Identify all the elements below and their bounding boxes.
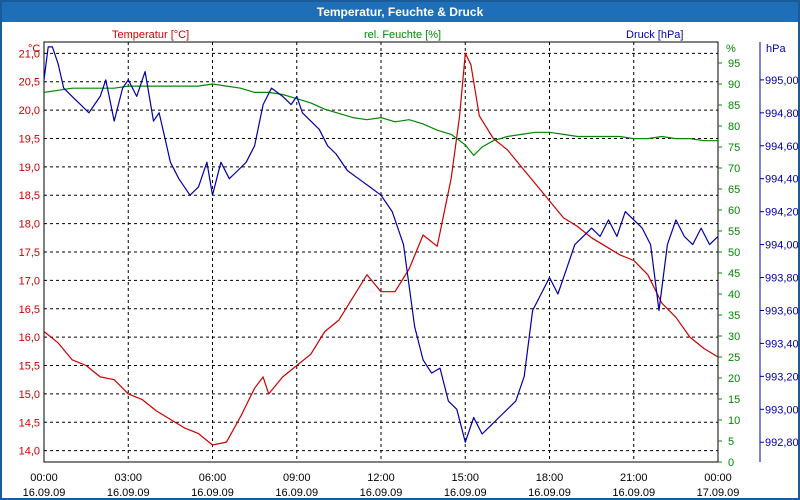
x-tick-date: 16.09.09 bbox=[360, 487, 403, 498]
x-tick-date: 16.09.09 bbox=[275, 487, 318, 498]
pressure-tick-label: 993,80 bbox=[765, 273, 798, 285]
x-tick-time: 15:00 bbox=[451, 472, 479, 484]
pressure-tick-label: 992,80 bbox=[765, 437, 798, 449]
humidity-tick-label: 60 bbox=[728, 205, 740, 217]
temperature-tick-label: 19,0 bbox=[19, 162, 40, 174]
humidity-tick-label: 90 bbox=[728, 79, 740, 91]
humidity-tick-label: 55 bbox=[728, 226, 740, 238]
x-tick-date: 16.09.09 bbox=[444, 487, 487, 498]
x-tick-date: 16.09.09 bbox=[528, 487, 571, 498]
x-tick-time: 18:00 bbox=[536, 472, 564, 484]
humidity-tick-label: 75 bbox=[728, 142, 740, 154]
pressure-tick-label: 994,60 bbox=[765, 141, 798, 153]
pressure-tick-label: 993,20 bbox=[765, 371, 798, 383]
humidity-tick-label: 0 bbox=[728, 457, 734, 469]
humidity-tick-label: 30 bbox=[728, 331, 740, 343]
temperature-tick-label: 20,0 bbox=[19, 105, 40, 117]
temperature-tick-label: 20,5 bbox=[19, 77, 40, 89]
humidity-tick-label: 20 bbox=[728, 373, 740, 385]
x-tick-date: 16.09.09 bbox=[23, 487, 66, 498]
humidity-tick-label: 80 bbox=[728, 121, 740, 133]
x-tick-time: 00:00 bbox=[704, 472, 732, 484]
temperature-tick-label: 17,5 bbox=[19, 247, 40, 259]
temperature-tick-label: 15,5 bbox=[19, 361, 40, 373]
humidity-tick-label: 15 bbox=[728, 394, 740, 406]
humidity-tick-label: 45 bbox=[728, 268, 740, 280]
temperature-tick-label: 15,0 bbox=[19, 389, 40, 401]
humidity-unit: % bbox=[726, 43, 736, 55]
humidity-tick-label: 85 bbox=[728, 100, 740, 112]
temperature-tick-label: 14,5 bbox=[19, 417, 40, 429]
x-tick-date: 16.09.09 bbox=[107, 487, 150, 498]
x-tick-time: 21:00 bbox=[620, 472, 648, 484]
humidity-tick-label: 40 bbox=[728, 289, 740, 301]
humidity-tick-label: 25 bbox=[728, 352, 740, 364]
pressure-tick-label: 994,40 bbox=[765, 174, 798, 186]
pressure-tick-label: 995,00 bbox=[765, 75, 798, 87]
x-tick-time: 12:00 bbox=[367, 472, 395, 484]
temperature-tick-label: 14,0 bbox=[19, 446, 40, 458]
x-tick-date: 16.09.09 bbox=[191, 487, 234, 498]
temperature-series-line bbox=[43, 52, 719, 446]
pressure-axis-label: Druck [hPa] bbox=[626, 29, 683, 41]
humidity-tick-label: 50 bbox=[728, 247, 740, 259]
x-tick-time: 06:00 bbox=[199, 472, 227, 484]
pressure-tick-label: 994,20 bbox=[765, 207, 798, 219]
humidity-tick-label: 5 bbox=[728, 436, 734, 448]
temperature-tick-label: 18,0 bbox=[19, 219, 40, 231]
pressure-tick-label: 993,60 bbox=[765, 305, 798, 317]
temperature-axis-label: Temperatur [°C] bbox=[112, 29, 189, 41]
temperature-unit: °C bbox=[28, 43, 40, 55]
x-tick-date: 17.09.09 bbox=[697, 487, 740, 498]
humidity-tick-label: 70 bbox=[728, 163, 740, 175]
pressure-tick-label: 993,40 bbox=[765, 338, 798, 350]
humidity-tick-label: 65 bbox=[728, 184, 740, 196]
temperature-tick-label: 18,5 bbox=[19, 190, 40, 202]
temperature-tick-label: 16,5 bbox=[19, 304, 40, 316]
humidity-tick-label: 35 bbox=[728, 310, 740, 322]
x-tick-time: 00:00 bbox=[30, 472, 58, 484]
window-title: Temperatur, Feuchte & Druck bbox=[2, 2, 798, 22]
temperature-tick-label: 16,0 bbox=[19, 332, 40, 344]
pressure-tick-label: 994,80 bbox=[765, 108, 798, 120]
temperature-tick-label: 17,0 bbox=[19, 275, 40, 287]
humidity-series-line bbox=[43, 83, 718, 156]
humidity-axis-label: rel. Feuchte [%] bbox=[364, 29, 441, 41]
humidity-tick-label: 95 bbox=[728, 58, 740, 70]
x-tick-date: 16.09.09 bbox=[612, 487, 655, 498]
temperature-tick-label: 19,5 bbox=[19, 133, 40, 145]
temperature-tick-label: 21,0 bbox=[19, 48, 40, 60]
pressure-unit: hPa bbox=[766, 43, 786, 55]
x-tick-time: 09:00 bbox=[283, 472, 311, 484]
x-tick-time: 03:00 bbox=[114, 472, 142, 484]
pressure-tick-label: 994,00 bbox=[765, 240, 798, 252]
pressure-tick-label: 993,00 bbox=[765, 404, 798, 416]
humidity-tick-label: 10 bbox=[728, 415, 740, 427]
pressure-series-line bbox=[43, 46, 719, 443]
